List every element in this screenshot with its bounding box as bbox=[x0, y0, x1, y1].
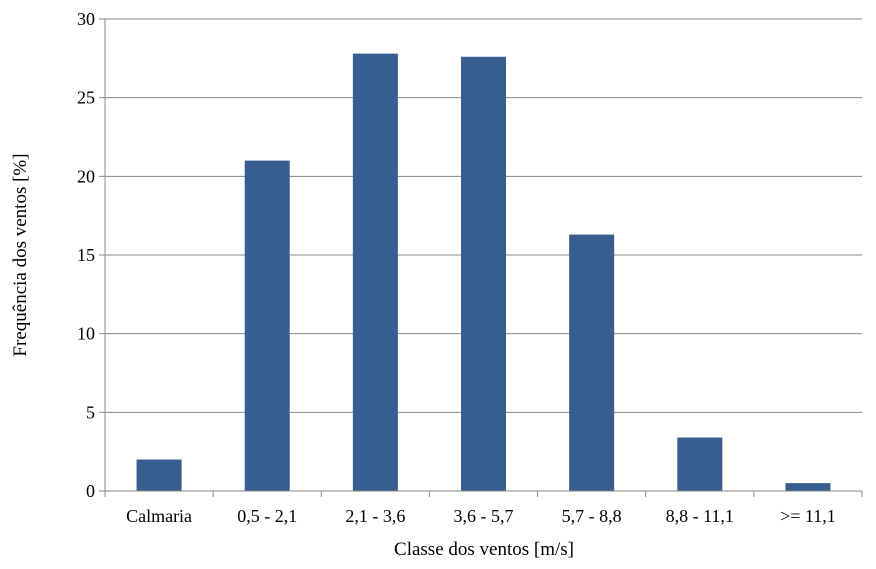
y-tick-label: 5 bbox=[86, 402, 95, 422]
x-axis-title: Classe dos ventos [m/s] bbox=[394, 539, 574, 560]
bar-5 bbox=[677, 437, 723, 491]
y-tick-label: 20 bbox=[77, 166, 95, 186]
bar-4 bbox=[569, 234, 615, 491]
y-tick-label: 30 bbox=[77, 9, 95, 29]
axes bbox=[99, 18, 863, 497]
y-tick-label: 10 bbox=[77, 324, 95, 344]
bar-3 bbox=[461, 56, 506, 491]
x-tick-label: 5,7 - 8,8 bbox=[562, 506, 622, 526]
y-tick-label: 0 bbox=[86, 481, 95, 501]
bar-1 bbox=[244, 160, 290, 491]
y-tick-label: 25 bbox=[77, 88, 95, 108]
x-tick-labels: Calmaria 0,5 - 2,1 2,1 - 3,6 3,6 - 5,7 5,7 -… bbox=[126, 506, 836, 526]
x-tick-label: Calmaria bbox=[126, 506, 192, 526]
x-tick-label: >= 11,1 bbox=[780, 506, 836, 526]
x-tick-label: 8,8 - 11,1 bbox=[666, 506, 734, 526]
x-tick-label: 3,6 - 5,7 bbox=[454, 506, 514, 526]
bars bbox=[136, 53, 831, 491]
bar-6 bbox=[785, 483, 831, 491]
bar-0 bbox=[136, 459, 182, 491]
y-axis-title: Frequência dos ventos [%] bbox=[10, 153, 31, 356]
y-tick-label: 15 bbox=[77, 245, 95, 265]
x-tick-label: 2,1 - 3,6 bbox=[345, 506, 405, 526]
y-tick-labels: 0 5 10 15 20 25 30 bbox=[77, 9, 95, 501]
bar-2 bbox=[352, 53, 398, 491]
x-tick-label: 0,5 - 2,1 bbox=[237, 506, 297, 526]
